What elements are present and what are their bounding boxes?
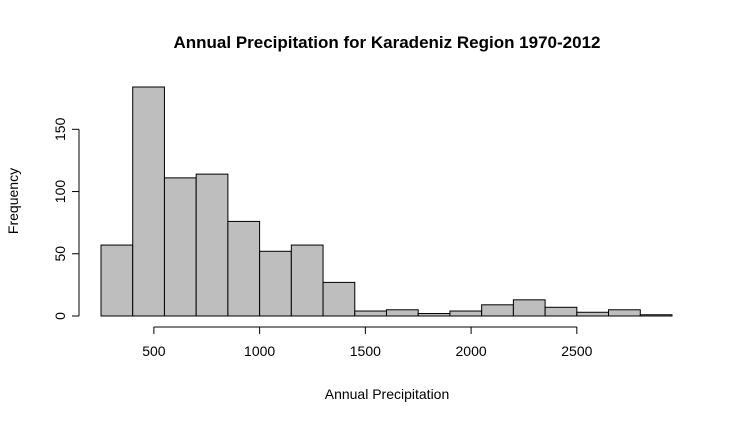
- histogram-bar: [163, 177, 197, 317]
- histogram-bar: [449, 310, 483, 317]
- x-tick-label: 2500: [561, 343, 592, 359]
- histogram-bar: [100, 244, 134, 317]
- x-tick-label: 1500: [350, 343, 381, 359]
- y-axis-label: Frequency: [5, 168, 21, 234]
- x-tick-label: 500: [142, 343, 166, 359]
- y-axis: 0 50 100 150: [52, 117, 80, 320]
- histogram-bar: [481, 304, 514, 317]
- histogram-bar: [227, 220, 261, 317]
- chart-title: Annual Precipitation for Karadeniz Regio…: [173, 33, 600, 52]
- histogram-bar: [608, 309, 641, 317]
- histogram-bar: [259, 250, 292, 317]
- y-tick-label: 0: [52, 312, 68, 320]
- histogram-bar: [544, 306, 578, 317]
- x-tick-label: 2000: [456, 343, 487, 359]
- histogram-bar: [322, 281, 356, 317]
- histogram-bar: [195, 173, 229, 317]
- bars-group: [100, 86, 673, 317]
- histogram-bar: [132, 86, 165, 317]
- histogram-bar: [512, 299, 546, 317]
- histogram-bar: [639, 314, 673, 317]
- x-axis: 500 1000 1500 2000 2500: [142, 326, 593, 359]
- x-tick-label: 1000: [244, 343, 275, 359]
- x-axis-label: Annual Precipitation: [325, 386, 450, 402]
- y-tick-label: 100: [52, 180, 68, 204]
- histogram-bar: [386, 309, 419, 317]
- histogram-bar: [354, 310, 387, 317]
- y-tick-label: 50: [52, 246, 68, 262]
- histogram-bar: [417, 313, 451, 317]
- histogram-bar: [290, 244, 324, 317]
- histogram-bar: [576, 311, 610, 317]
- y-tick-label: 150: [52, 117, 68, 141]
